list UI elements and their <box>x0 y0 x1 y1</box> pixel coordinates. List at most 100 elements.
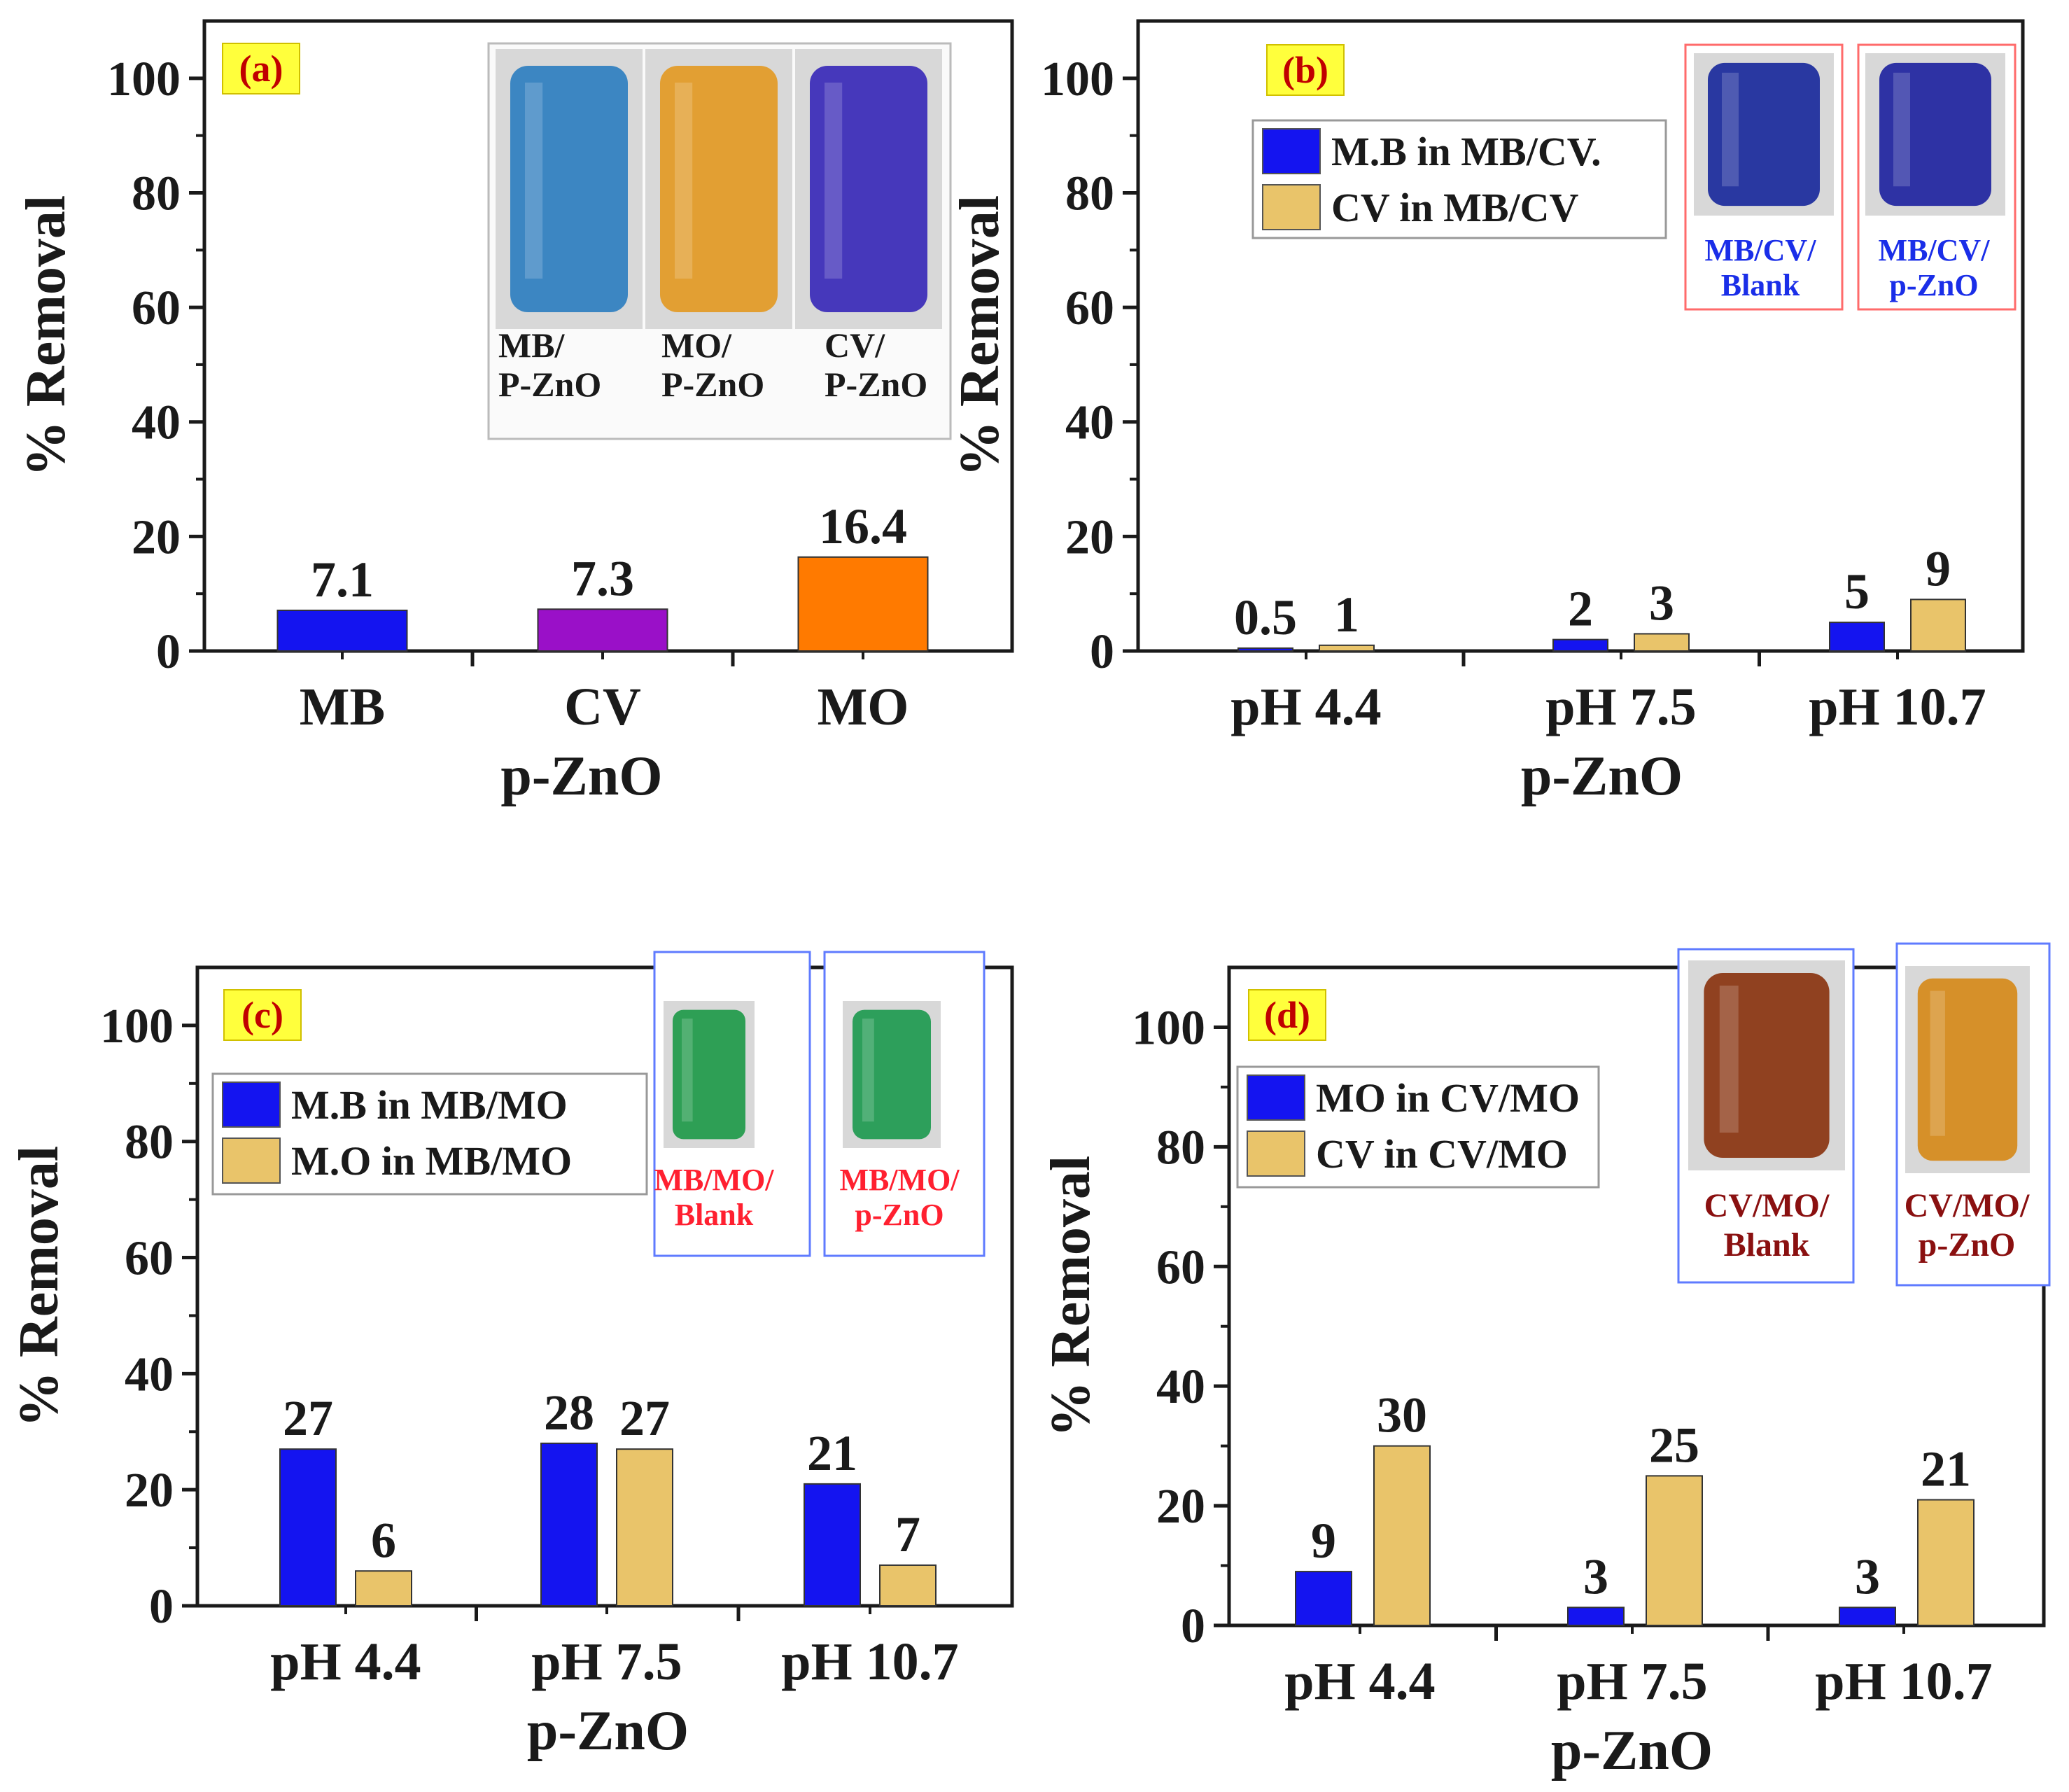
x-tick-label: pH 10.7 <box>781 1632 958 1691</box>
vial-highlight <box>1930 990 1945 1136</box>
bar <box>1646 1475 1703 1626</box>
vial-liquid <box>1704 973 1830 1158</box>
x-tick-label: pH 7.5 <box>531 1632 682 1691</box>
bar <box>879 1564 937 1606</box>
data-label: 5 <box>1844 564 1870 620</box>
x-tick-label: pH 7.5 <box>1557 1652 1707 1711</box>
y-tick-label: 80 <box>1156 1121 1205 1175</box>
data-label: 27 <box>619 1390 670 1446</box>
y-tick-label: 100 <box>100 1000 174 1054</box>
bar <box>1237 647 1293 652</box>
vial-liquid <box>1879 62 1991 206</box>
bar <box>355 1570 412 1607</box>
bar <box>1319 644 1375 652</box>
inset-caption: MB/CV/ <box>1705 233 1817 267</box>
data-label: 9 <box>1926 540 1951 596</box>
vial-liquid <box>1917 978 2018 1161</box>
data-label: 27 <box>283 1390 333 1446</box>
vial-liquid <box>510 66 628 312</box>
x-tick-label: pH 10.7 <box>1809 678 1986 736</box>
x-axis-label: p-ZnO <box>527 1700 689 1762</box>
data-label: 3 <box>1583 1548 1608 1604</box>
y-axis-label: % Removal <box>8 1146 70 1427</box>
bar <box>540 1442 598 1606</box>
y-tick-label: 40 <box>1156 1360 1205 1414</box>
vial-liquid <box>810 66 927 312</box>
vial-highlight <box>862 1018 874 1122</box>
y-tick-label: 20 <box>132 510 181 564</box>
y-tick-label: 0 <box>1090 625 1114 679</box>
x-tick-label: CV <box>564 678 641 736</box>
legend-swatch <box>1247 1130 1305 1177</box>
inset-caption: Blank <box>1724 1226 1810 1264</box>
data-label: 7.1 <box>311 552 374 608</box>
inset-caption: P-ZnO <box>825 365 927 404</box>
data-label: 3 <box>1855 1548 1880 1604</box>
vial-liquid <box>660 66 778 312</box>
panel-label-box <box>1266 44 1345 96</box>
x-tick-label: pH 4.4 <box>270 1632 421 1691</box>
y-tick-label: 0 <box>149 1580 174 1634</box>
y-tick-label: 20 <box>1065 510 1114 564</box>
panel-label: (c) <box>241 994 283 1036</box>
inset-caption: P-ZnO <box>661 365 764 404</box>
bar <box>1567 1606 1625 1626</box>
data-label: 16.4 <box>819 498 907 554</box>
x-tick-label: MO <box>818 678 909 736</box>
legend-swatch <box>1262 184 1321 230</box>
x-tick-label: pH 4.4 <box>1230 678 1381 736</box>
y-tick-label: 20 <box>1156 1480 1205 1534</box>
panel-label-box <box>223 989 302 1041</box>
vial-highlight <box>1722 72 1739 187</box>
y-axis-label: % Removal <box>949 195 1011 477</box>
inset-caption: MO/ <box>661 326 732 365</box>
data-label: 21 <box>807 1425 857 1481</box>
data-label: 7 <box>895 1506 920 1562</box>
inset-caption: p-ZnO <box>1889 268 1978 302</box>
legend-entry: M.O in MB/MO <box>291 1138 572 1184</box>
vial-liquid <box>1708 62 1820 206</box>
panel-label-box <box>222 43 300 94</box>
y-axis-label: % Removal <box>1040 1156 1102 1437</box>
bar <box>276 609 408 652</box>
legend-entry: M.B in MB/MO <box>291 1082 568 1128</box>
chart-panel-c: 0 20 40 60 80 100 pH 4.4 pH 7.5 pH 10.7 p-ZnO % Re… <box>8 951 1014 1762</box>
bar <box>1910 598 1966 652</box>
vial-highlight <box>682 1018 693 1122</box>
inset-caption: MB/ <box>498 326 566 365</box>
y-tick-label: 20 <box>125 1464 174 1518</box>
vial-highlight <box>1719 986 1739 1133</box>
y-tick-label: 60 <box>125 1232 174 1286</box>
inset-caption: Blank <box>675 1198 754 1232</box>
x-tick-label: pH 4.4 <box>1284 1652 1435 1711</box>
panel-label-box <box>1248 989 1326 1041</box>
inset-caption: CV/MO/ <box>1704 1187 1830 1224</box>
y-tick-label: 0 <box>156 625 181 679</box>
y-tick-label: 100 <box>107 52 181 106</box>
plot-frame <box>1227 965 2046 1628</box>
vial-highlight <box>675 83 693 279</box>
panel-label: (d) <box>1264 994 1310 1036</box>
y-tick-label: 60 <box>1065 281 1114 335</box>
bar <box>279 1448 337 1607</box>
inset-caption: MB/MO/ <box>839 1163 960 1197</box>
bar <box>1295 1571 1352 1626</box>
inset-caption: MB/MO/ <box>654 1163 774 1197</box>
vial-liquid <box>853 1009 931 1140</box>
plot-frame <box>195 965 1014 1608</box>
legend-entry: MO in CV/MO <box>1316 1075 1580 1121</box>
y-tick-label: 0 <box>1181 1600 1205 1653</box>
data-label: 1 <box>1334 587 1359 643</box>
bar <box>1829 622 1885 652</box>
bar <box>616 1448 673 1607</box>
data-label: 30 <box>1377 1387 1427 1443</box>
vial-highlight <box>825 83 843 279</box>
legend-box <box>1251 119 1667 239</box>
legend-swatch <box>222 1082 281 1128</box>
x-tick-label: pH 10.7 <box>1815 1652 1992 1711</box>
vial-highlight <box>525 83 543 279</box>
vial-highlight <box>1893 72 1910 187</box>
chart-panel-a: 0 20 40 60 80 100 MB CV MO p-ZnO % Removal 7.1 7.3 16… <box>15 19 1014 807</box>
panel-label: (b) <box>1282 49 1328 91</box>
